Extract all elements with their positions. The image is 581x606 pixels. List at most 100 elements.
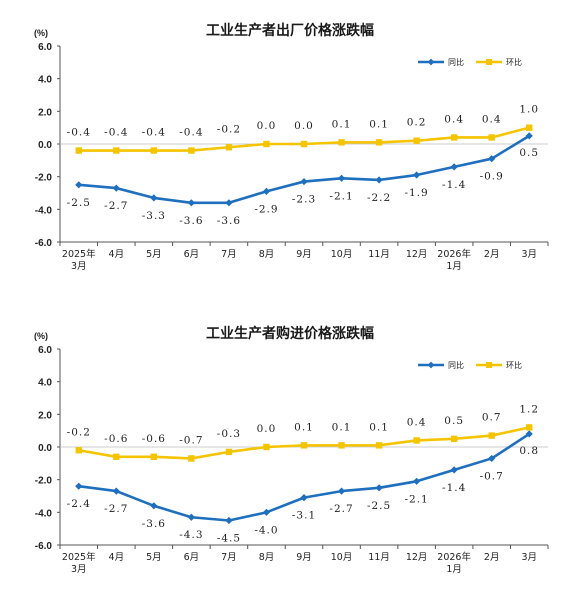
x-tick-label-line: 12月 — [406, 249, 428, 260]
legend-yoy-label: 同比 — [448, 360, 464, 370]
yoy-point — [75, 181, 83, 189]
yoy-data-label: -2.5 — [367, 500, 391, 512]
mom-point — [113, 147, 120, 154]
yoy-point — [375, 176, 383, 184]
x-tick-label: 10月 — [331, 249, 353, 260]
mom-data-label: 0.0 — [257, 423, 277, 435]
mom-point — [300, 140, 308, 148]
mom-point — [113, 453, 120, 460]
y-tick-label: 6.0 — [38, 42, 52, 53]
mom-data-label: 0.4 — [444, 113, 464, 125]
yoy-data-label: -2.4 — [67, 498, 91, 510]
mom-data-label: -0.2 — [67, 426, 91, 438]
mom-data-label: -0.4 — [142, 127, 166, 139]
x-tick-label: 5月 — [146, 552, 162, 563]
mom-data-label: 0.0 — [294, 120, 314, 132]
y-tick-label: 0.0 — [38, 140, 52, 151]
yoy-point — [187, 513, 195, 521]
x-tick-label-line: 3月 — [521, 249, 537, 260]
yoy-point — [413, 171, 421, 179]
x-tick-label-line: 11月 — [368, 249, 390, 260]
mom-point — [338, 139, 345, 146]
yoy-point — [150, 502, 158, 510]
x-tick-label-line: 6月 — [184, 249, 200, 260]
yoy-point — [75, 482, 83, 490]
mom-data-label: 0.1 — [369, 421, 389, 433]
x-tick-label-line: 2026年 — [437, 551, 471, 563]
y-tick-label: -6.0 — [35, 238, 53, 249]
x-tick-label: 2026年 1月 — [437, 248, 471, 272]
x-tick-label: 8月 — [259, 552, 275, 563]
mom-data-label: 1.0 — [519, 104, 539, 116]
mom-point — [526, 124, 533, 131]
yoy-data-label: -2.3 — [292, 194, 316, 206]
yoy-point — [488, 155, 496, 163]
mom-point — [338, 442, 345, 449]
yoy-data-label: -2.1 — [329, 190, 353, 202]
yoy-data-label: -2.5 — [67, 197, 91, 209]
yoy-data-label: -2.7 — [329, 503, 353, 515]
x-tick-label: 2月 — [484, 249, 500, 260]
yoy-data-label: -3.3 — [142, 210, 166, 222]
yoy-point — [150, 194, 158, 202]
x-tick-label: 5月 — [146, 249, 162, 260]
yoy-data-label: -2.1 — [404, 493, 428, 505]
x-tick-label-line: 9月 — [296, 552, 312, 563]
yoy-data-label: -1.4 — [442, 179, 466, 191]
mom-point — [413, 437, 420, 444]
mom-data-label: 0.1 — [369, 118, 389, 130]
yoy-point — [112, 184, 120, 192]
legend-mom-marker — [486, 362, 492, 368]
yoy-data-label: -1.9 — [404, 187, 428, 199]
yoy-data-label: -2.9 — [254, 203, 278, 215]
x-tick-label-line: 12月 — [406, 552, 428, 563]
x-tick-label-line: 7月 — [221, 249, 237, 260]
yoy-point — [262, 508, 271, 516]
x-tick-label-line: 5月 — [146, 249, 162, 260]
x-tick-label-line: 4月 — [109, 249, 125, 260]
yoy-data-label: -1.4 — [442, 482, 466, 494]
mom-point — [263, 443, 270, 451]
x-tick-label: 2026年 1月 — [437, 551, 471, 575]
mom-point — [450, 435, 458, 443]
mom-data-label: -0.2 — [217, 123, 241, 135]
yoy-data-label: -4.3 — [179, 529, 203, 541]
mom-point — [150, 453, 158, 460]
mom-data-label: -0.6 — [142, 433, 166, 445]
mom-point — [413, 137, 420, 144]
yoy-data-label: -2.7 — [104, 503, 128, 515]
mom-data-label: 0.1 — [332, 118, 352, 130]
x-tick-label: 6月 — [184, 552, 200, 563]
mom-point — [375, 139, 383, 146]
y-tick-label: -4.0 — [35, 508, 53, 519]
y-tick-label: -4.0 — [35, 205, 53, 216]
x-tick-label-line: 10月 — [331, 249, 353, 260]
mom-data-label: 0.7 — [482, 412, 502, 424]
x-tick-label: 9月 — [296, 249, 312, 260]
mom-data-label: -0.3 — [217, 428, 241, 440]
x-tick-label-line: 2026年 — [437, 248, 471, 260]
y-tick-label: -2.0 — [35, 476, 53, 487]
yoy-point — [413, 477, 421, 485]
yoy-data-label: -3.6 — [217, 215, 241, 227]
yoy-point — [337, 487, 346, 495]
yoy-data-label: -3.6 — [179, 215, 203, 227]
ppi-purchase-price-chart: 工业生产者购进价格涨跌幅 (%) 6.0 4.0 2.0 0.0 -2.0 -4.0 -6.0 2… — [34, 325, 549, 575]
yoy-data-label: 0.5 — [519, 147, 539, 159]
yoy-data-label: -4.0 — [254, 524, 278, 536]
x-tick-label-line: 3月 — [71, 564, 87, 575]
yoy-data-label: -2.7 — [104, 200, 128, 212]
legend-mom-marker — [486, 59, 492, 65]
yoy-data-label: 0.8 — [519, 445, 539, 457]
yoy-point — [450, 163, 458, 171]
yoy-data-label: -4.5 — [217, 533, 241, 545]
x-tick-label-line: 8月 — [259, 552, 275, 563]
mom-data-label: -0.6 — [104, 433, 128, 445]
y-tick-label: -2.0 — [35, 173, 53, 184]
yoy-data-label: -3.1 — [292, 510, 316, 522]
mom-data-label: 0.4 — [482, 113, 502, 125]
x-tick-label: 2025年 3月 — [62, 551, 96, 575]
x-tick-label-line: 4月 — [109, 552, 125, 563]
legend-mom-label: 环比 — [506, 57, 522, 67]
